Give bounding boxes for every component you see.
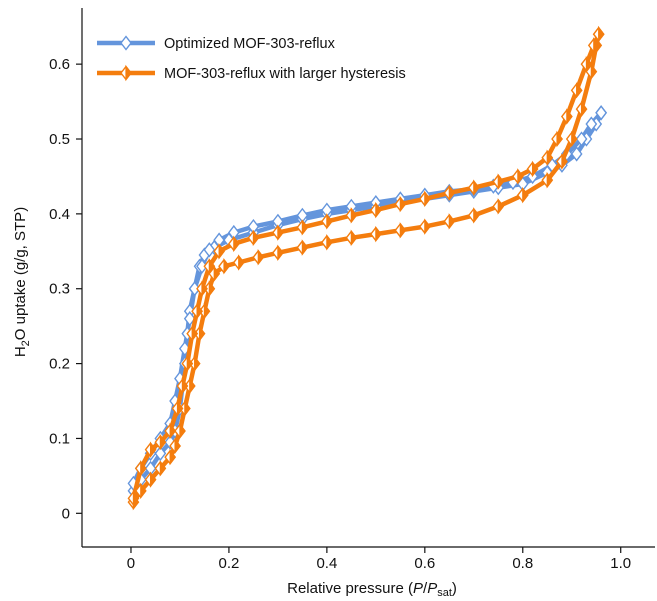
data-point [320, 213, 333, 230]
data-point [272, 224, 284, 241]
y-tick-label: 0.5 [49, 131, 70, 148]
legend-entry-larger-hysteresis: MOF-303-reflux with larger hysteresis [97, 64, 406, 82]
data-point [144, 471, 157, 488]
x-axis-title: Relative pressure (P/Psat) [287, 580, 457, 599]
data-point [585, 116, 598, 132]
data-point [565, 130, 578, 148]
data-point [575, 100, 588, 118]
data-point [511, 168, 524, 185]
data-point [169, 437, 181, 455]
data-point [369, 201, 382, 219]
data-point [218, 258, 230, 275]
data-point [443, 184, 456, 202]
x-tick-label: 0.6 [414, 555, 435, 572]
data-point [575, 131, 588, 147]
data-point [176, 377, 189, 395]
x-tick-label: 1.0 [610, 555, 631, 572]
x-ticks: 0 0.2 0.4 0.6 0.8 1.0 [127, 547, 631, 572]
y-tick-label: 0.3 [49, 281, 70, 298]
data-point [174, 422, 186, 440]
data-point [164, 448, 177, 466]
data-point [193, 325, 206, 342]
data-point [127, 490, 140, 507]
data-point [227, 235, 240, 253]
x-tick-label: 0.8 [512, 555, 533, 572]
data-point [570, 82, 583, 99]
data-point [467, 207, 480, 224]
data-point [203, 258, 216, 275]
data-point [183, 377, 196, 395]
data-point [394, 195, 407, 213]
data-point [164, 422, 177, 440]
y-axis-title: H2O uptake (g/g, STP) [12, 207, 32, 357]
data-point [252, 249, 265, 266]
data-point [551, 130, 563, 148]
data-point [541, 149, 554, 166]
data-point [345, 207, 358, 224]
data-point [492, 173, 505, 190]
data-point [198, 302, 211, 320]
x-tick-label: 0 [127, 555, 135, 572]
data-point [556, 153, 568, 170]
data-point [247, 229, 260, 247]
legend-marker-shape [120, 64, 132, 82]
data-point [186, 325, 199, 342]
legend-marker-larger-hysteresis [120, 64, 132, 82]
data-point [134, 482, 147, 500]
data-point [526, 160, 539, 178]
series-1 [127, 25, 605, 511]
data-point [203, 242, 216, 258]
data-point [134, 460, 147, 477]
y-tick-label: 0.2 [49, 356, 70, 373]
data-point [443, 213, 456, 230]
y-tick-label: 0.1 [49, 430, 70, 447]
data-point [570, 146, 583, 162]
data-point [213, 243, 226, 260]
series-layer [127, 25, 608, 511]
data-point [154, 445, 167, 462]
y-tick-label: 0.4 [49, 206, 70, 223]
data-point [516, 186, 529, 204]
data-point [587, 37, 600, 54]
data-point [467, 179, 480, 196]
data-point [272, 244, 284, 262]
legend-marker-shape [120, 35, 132, 51]
series-1-desorption-line [131, 33, 601, 499]
data-point [183, 311, 196, 327]
data-point [171, 400, 184, 417]
data-point [418, 218, 431, 235]
data-point [394, 222, 407, 239]
data-point [580, 55, 593, 73]
data-point [541, 171, 554, 189]
data-point [345, 229, 358, 247]
data-point [154, 433, 167, 451]
x-tick-label: 0.2 [218, 555, 239, 572]
data-point [320, 234, 333, 251]
data-point [154, 460, 167, 477]
y-tick-label: 0 [62, 505, 70, 522]
x-tick-label: 0.4 [316, 555, 337, 572]
data-point [181, 355, 194, 372]
data-point [191, 302, 203, 320]
y-ticks: 0 0.1 0.2 0.3 0.4 0.5 0.6 [49, 56, 82, 522]
data-point [560, 108, 573, 125]
legend-marker-optimized [120, 35, 132, 51]
data-point [492, 198, 505, 215]
legend-entry-optimized: Optimized MOF-303-reflux [97, 35, 336, 52]
legend-label-larger-hysteresis: MOF-303-reflux with larger hysteresis [164, 66, 406, 82]
data-point [296, 219, 309, 236]
axes [81, 8, 655, 548]
data-point [369, 225, 382, 243]
legend: Optimized MOF-303-reflux MOF-303-reflux … [97, 35, 406, 82]
data-point [595, 105, 608, 121]
data-point [592, 25, 605, 43]
y-tick-label: 0.6 [49, 56, 70, 73]
data-point [144, 441, 157, 458]
data-point [196, 280, 208, 297]
data-point [232, 254, 245, 271]
legend-label-optimized: Optimized MOF-303-reflux [164, 36, 336, 52]
data-point [418, 190, 431, 208]
data-point [296, 239, 309, 256]
